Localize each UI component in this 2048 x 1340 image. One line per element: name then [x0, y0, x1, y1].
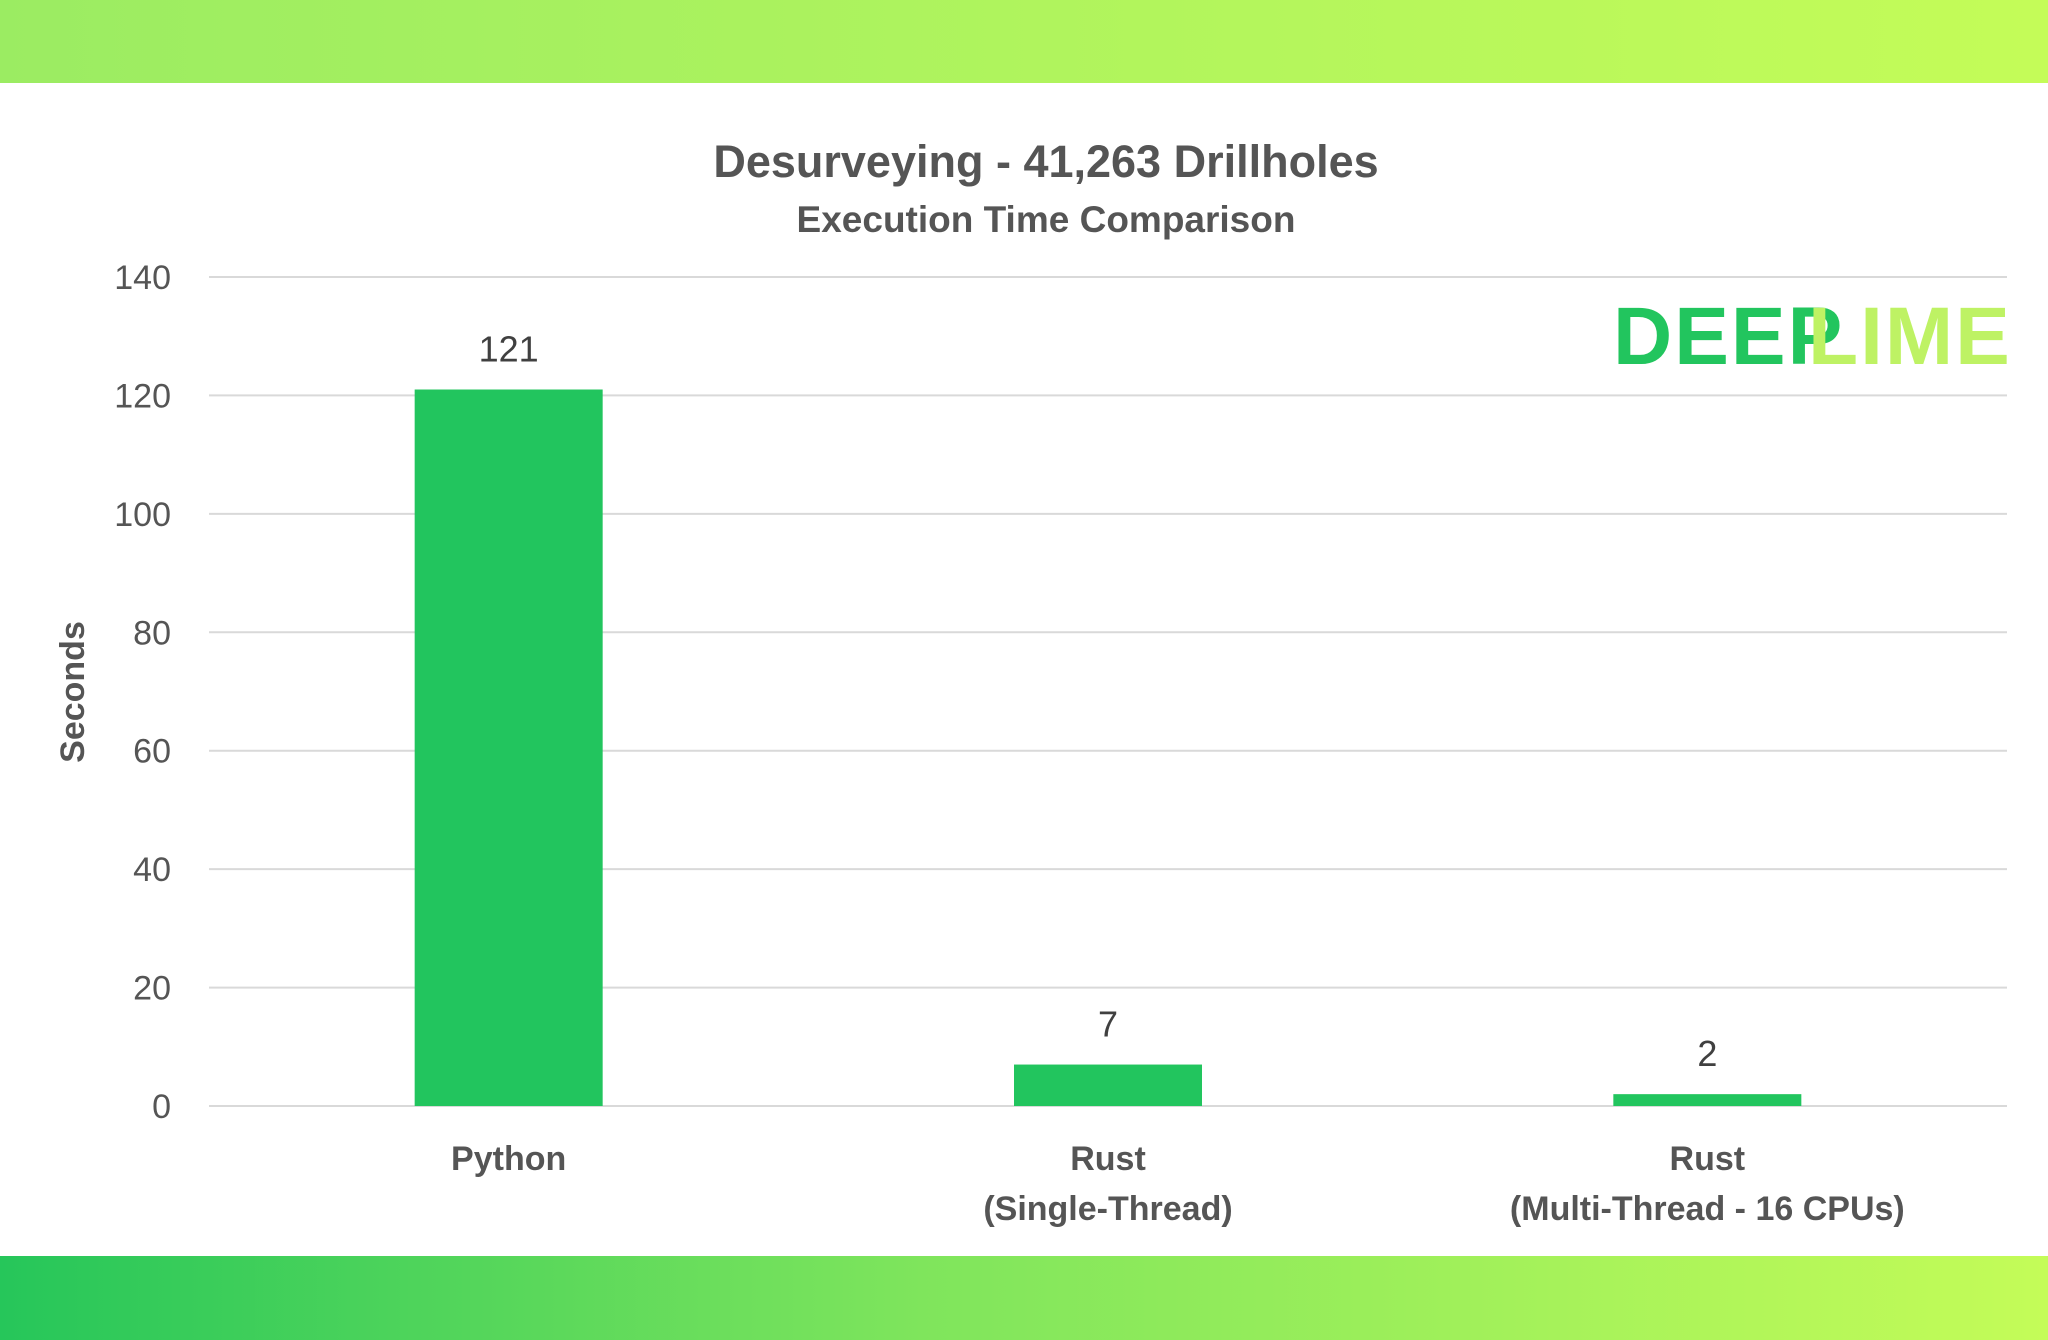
y-tick-label: 140 — [114, 259, 171, 297]
top-gradient-band — [0, 0, 2048, 83]
x-tick-label: (Single-Thread) — [983, 1190, 1232, 1228]
y-tick-label: 60 — [133, 733, 171, 771]
bar — [414, 389, 603, 1106]
y-tick-label: 20 — [133, 970, 171, 1008]
bar — [1014, 1064, 1202, 1106]
logo: DEEP LIME — [1613, 291, 2012, 382]
bar — [1613, 1094, 1802, 1106]
chart-title: Desurveying - 41,263 Drillholes — [713, 136, 1378, 187]
y-tick-label: 40 — [133, 851, 171, 889]
y-tick-label: 0 — [152, 1088, 171, 1126]
logo-deep: DEEP — [1613, 291, 1844, 382]
x-tick-label: Rust — [1070, 1140, 1146, 1178]
data-label: 2 — [1697, 1033, 1717, 1074]
x-tick-label: Rust — [1670, 1140, 1746, 1178]
data-label: 7 — [1098, 1004, 1118, 1045]
x-tick-label: (Multi-Thread - 16 CPUs) — [1510, 1190, 1905, 1228]
y-axis-label: Seconds — [54, 621, 92, 763]
bottom-gradient-band — [0, 1256, 2048, 1340]
y-tick-label: 100 — [114, 496, 171, 534]
y-tick-label: 120 — [114, 377, 171, 415]
chart-subtitle: Execution Time Comparison — [797, 199, 1296, 240]
y-tick-label: 80 — [133, 614, 171, 652]
x-tick-label: Python — [451, 1140, 566, 1178]
data-label: 121 — [479, 329, 539, 370]
logo-lime: LIME — [1808, 291, 2012, 382]
